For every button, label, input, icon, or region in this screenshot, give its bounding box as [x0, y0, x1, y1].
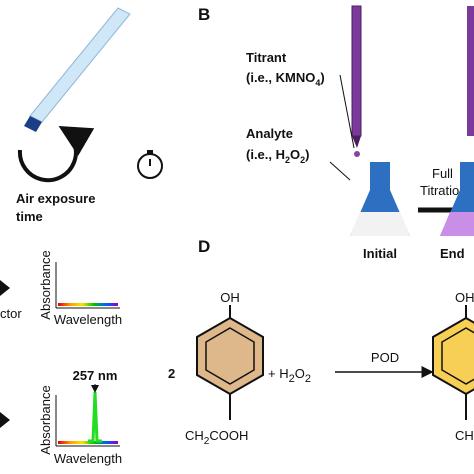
text: O: [290, 147, 300, 162]
group: OH: [220, 290, 240, 305]
label: Titrant: [246, 50, 287, 65]
coefficient: 2: [168, 366, 175, 381]
flask-liquid: [440, 212, 474, 236]
axis-label: Wavelength: [54, 312, 122, 327]
text: ): [305, 147, 309, 162]
ring-bonds: [441, 327, 474, 385]
text: (i.e., KMNO: [246, 70, 315, 85]
pipette: [29, 7, 131, 123]
formula: (i.e., H2O2): [246, 147, 310, 165]
arrow-head: [0, 280, 10, 296]
panel-d: D 2 OH CH2COOH + H2O2 POD OH CH: [168, 237, 474, 447]
text: CH: [185, 428, 204, 443]
pointer: [339, 74, 355, 149]
peak-label: 257 nm: [73, 368, 118, 383]
subscript: 2: [204, 436, 210, 447]
pointer: [329, 161, 351, 181]
text: ): [320, 70, 324, 85]
catalyst: POD: [371, 350, 399, 365]
formula: (i.e., KMNO4): [246, 70, 325, 88]
axis-label: Absorbance: [38, 385, 53, 454]
label: ctor: [0, 306, 22, 321]
axis-label: Absorbance: [38, 250, 53, 319]
peak: [88, 391, 102, 443]
subscript: 2: [285, 155, 290, 165]
subscript: 2: [300, 155, 305, 165]
drop: [354, 151, 360, 157]
caption: time: [16, 209, 43, 224]
text: O: [295, 366, 305, 381]
benzene-ring: [196, 316, 264, 396]
panel-letter: B: [198, 5, 210, 24]
axis-label: Wavelength: [54, 451, 122, 466]
burette-tip: [352, 136, 361, 148]
panel-c: ctor Absorbance Wavelength 257 nm Absorb…: [0, 250, 122, 466]
caption: Air exposure: [16, 191, 95, 206]
text: COOH: [209, 428, 248, 443]
pipette-tip: [24, 116, 42, 132]
subscript: 4: [315, 78, 320, 88]
group: CH: [455, 428, 474, 443]
panel-letter: D: [198, 237, 210, 256]
arrow-label: Full: [432, 166, 453, 181]
burette: [351, 5, 362, 137]
panel-b: B Titrant (i.e., KMNO4) Analyte (i.e., H…: [198, 5, 474, 261]
panel-a: Air exposure time: [16, 7, 163, 224]
label: Initial: [363, 246, 397, 261]
reagent: + H2O2: [268, 366, 311, 385]
arrow-label: Titration: [420, 183, 466, 198]
text: (i.e., H: [246, 147, 285, 162]
spectrum: [58, 303, 118, 306]
cycle-arrow: [17, 125, 95, 183]
group: CH2COOH: [185, 428, 248, 447]
flask-liquid: [350, 212, 410, 236]
group: OH: [455, 290, 474, 305]
label: Analyte: [246, 126, 293, 141]
subscript: 2: [289, 373, 295, 385]
arrow-head: [0, 412, 10, 428]
text: + H: [268, 366, 289, 381]
stopwatch-button: [147, 150, 153, 154]
subscript: 2: [305, 373, 311, 385]
label: End: [440, 246, 465, 261]
ring-bonds: [205, 327, 255, 385]
burette: [467, 6, 474, 136]
